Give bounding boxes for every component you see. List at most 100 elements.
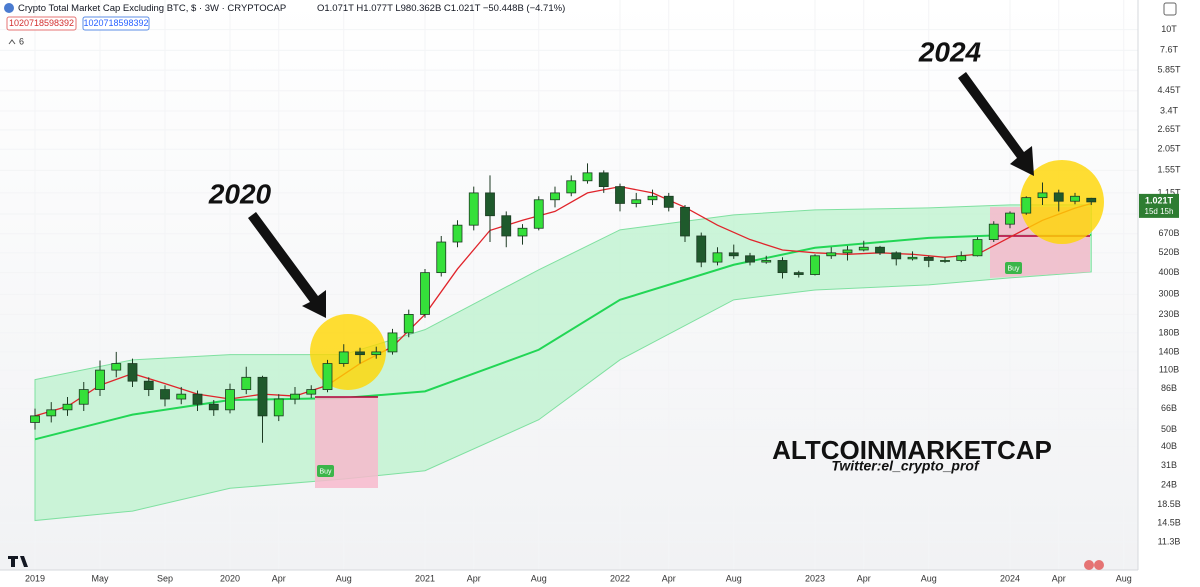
candle-body (631, 199, 642, 204)
y-tick-label: 50B (1161, 424, 1177, 434)
price-axis (1138, 0, 1200, 587)
y-tick-label: 31B (1161, 460, 1177, 470)
y-tick-label: 7.6T (1160, 45, 1179, 55)
x-tick-label: Aug (531, 573, 547, 583)
x-tick-label: 2023 (805, 573, 825, 583)
candle-body (566, 180, 577, 194)
axis-labels: 10T 7.6T 5.85T 4.45T 3.4T 2.65T 2.05T 1.55T 1.15… (25, 24, 1181, 583)
candle-body (452, 224, 463, 243)
candle-body (1021, 197, 1032, 214)
x-tick-label: 2021 (415, 573, 435, 583)
candle-body (550, 192, 560, 201)
candle-body (988, 223, 999, 240)
y-tick-label: 230B (1158, 309, 1179, 319)
candle-body (485, 192, 495, 217)
buy-badge (1005, 262, 1022, 274)
candle-body (387, 332, 398, 353)
candle-body (111, 363, 122, 371)
y-tick-label: 24B (1161, 479, 1177, 489)
candle-body (30, 415, 40, 423)
x-tick-label: 2020 (220, 573, 240, 583)
candle-body (273, 398, 284, 417)
candle-body (875, 246, 885, 254)
input-box[interactable] (82, 16, 150, 31)
candle-body (858, 246, 869, 251)
candle-body (598, 172, 609, 188)
y-tick-label: 2.65T (1157, 124, 1181, 134)
candle-body (956, 255, 967, 261)
x-tick-label: 2024 (1000, 573, 1020, 583)
x-tick-label: Aug (921, 573, 937, 583)
candle-body (907, 256, 918, 260)
x-tick-label: Aug (336, 573, 352, 583)
candle-body (793, 272, 804, 275)
candle-body (78, 389, 89, 405)
x-tick-label: Sep (157, 573, 173, 583)
y-tick-label: 180B (1158, 327, 1179, 337)
candle-body (582, 172, 593, 182)
x-tick-label: Apr (857, 573, 871, 583)
candle-body (923, 256, 934, 261)
candle-body (95, 369, 105, 390)
x-tick-label: Aug (1116, 573, 1132, 583)
candle-body (810, 255, 820, 275)
y-tick-label: 2.05T (1157, 144, 1181, 154)
ohlc-legend: O1.071T H1.077T L980.362B C1.021T −50.44… (317, 3, 565, 14)
candle-body (826, 252, 837, 257)
candle-body (972, 239, 983, 257)
x-tick-label: Apr (467, 573, 481, 583)
candle-body (403, 314, 414, 334)
y-tick-label: 1.55T (1157, 165, 1181, 175)
symbol-logo (4, 3, 14, 13)
candle-body (842, 249, 853, 254)
candle-body (468, 192, 479, 226)
candle-body (615, 186, 625, 204)
y-tick-label: 5.85T (1157, 64, 1181, 74)
candle-body (160, 389, 170, 400)
candle-body (647, 195, 658, 201)
input-value: 1020718598392 (9, 18, 74, 28)
y-tick-label: 86B (1161, 383, 1177, 393)
candle-body (680, 206, 690, 237)
candle-body (355, 351, 365, 356)
buy-label: Buy (1007, 265, 1020, 272)
watermark-sub: Twitter:el_crypto_prof (831, 458, 980, 474)
candle-layer (30, 163, 1097, 443)
candle-body (436, 241, 447, 274)
candle-body (501, 215, 512, 237)
countdown: 15d 15h (1145, 207, 1174, 216)
y-tick-label: 14.5B (1157, 517, 1181, 527)
flag-icon (1084, 560, 1094, 570)
candle-body (891, 252, 902, 260)
y-tick-label: 670B (1158, 228, 1179, 238)
input-box[interactable] (6, 16, 77, 31)
candle-body (143, 380, 154, 390)
annotation: 2024 (918, 36, 982, 67)
candle-body (208, 403, 219, 411)
x-tick-label: Apr (1052, 573, 1066, 583)
y-tick-label: 66B (1161, 403, 1177, 413)
buy-label: Buy (319, 468, 332, 475)
x-tick-label: 2019 (25, 573, 45, 583)
candle-body (127, 363, 138, 382)
chart-title: Crypto Total Market Cap Excluding BTC, $… (18, 3, 286, 14)
candle-body (533, 199, 544, 229)
x-tick-label: 2022 (610, 573, 630, 583)
candle-body (745, 255, 755, 263)
candle-body (1037, 192, 1048, 199)
candle-body (257, 376, 268, 417)
candle-body (761, 260, 772, 263)
tv-logo (8, 556, 28, 567)
flag-icon (1094, 560, 1104, 570)
y-tick-label: 10T (1161, 24, 1177, 34)
lock-icon[interactable] (1163, 2, 1177, 16)
time-axis (0, 570, 1138, 587)
x-tick-label: Apr (662, 573, 676, 583)
collapse-chevron[interactable] (8, 39, 16, 45)
y-tick-label: 140B (1158, 346, 1179, 356)
arrow (248, 212, 326, 318)
last-price-box (1139, 193, 1179, 218)
candle-body (1053, 192, 1064, 202)
candle-body (322, 363, 333, 390)
